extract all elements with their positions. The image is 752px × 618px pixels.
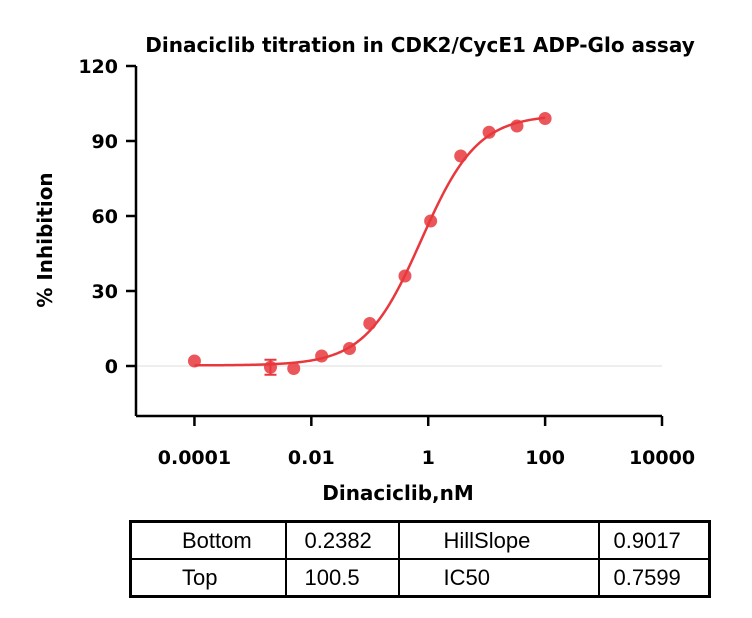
table-cell: Top xyxy=(129,558,287,598)
x-tick-label: 10000 xyxy=(629,447,695,469)
data-point xyxy=(363,317,377,330)
x-tick-label: 1 xyxy=(422,447,435,469)
x-axis-title: Dinaciclib,nM xyxy=(322,481,474,505)
y-tick-label: 30 xyxy=(92,281,118,303)
fit-parameters-table: Bottom 0.2382 HillSlope 0.9017 Top 100.5… xyxy=(129,520,711,598)
x-tick-label: 0.01 xyxy=(288,447,335,469)
table-cell: 0.9017 xyxy=(597,520,711,560)
data-point xyxy=(287,362,301,375)
table-cell: IC50 xyxy=(397,558,600,598)
data-point xyxy=(538,112,552,125)
table-cell: Bottom xyxy=(129,520,287,560)
data-point xyxy=(263,360,277,374)
y-tick-label: 0 xyxy=(105,356,118,378)
y-tick-label: 120 xyxy=(78,56,118,78)
table-row: Bottom 0.2382 HillSlope 0.9017 xyxy=(129,520,711,560)
data-point xyxy=(510,119,524,133)
table-cell: HillSlope xyxy=(397,520,600,560)
data-point xyxy=(482,125,496,139)
y-tick-label: 60 xyxy=(92,206,118,228)
data-point xyxy=(315,349,329,363)
data-points-layer xyxy=(187,112,552,376)
y-axis-title: % Inhibition xyxy=(33,172,57,307)
table-cell: 0.7599 xyxy=(597,558,711,598)
table-row: Top 100.5 IC50 0.7599 xyxy=(129,558,711,598)
data-point xyxy=(454,149,468,163)
y-tick-label: 90 xyxy=(92,131,118,153)
table-cell: 100.5 xyxy=(284,558,400,598)
data-point xyxy=(187,354,201,368)
axes: 0 30 60 90 120 0.0001 0.01 1 100 10000 xyxy=(78,56,695,469)
chart-title: Dinaciclib titration in CDK2/CycE1 ADP-G… xyxy=(145,33,695,57)
data-point xyxy=(343,342,357,355)
x-tick-label: 100 xyxy=(525,447,565,469)
data-point xyxy=(398,269,412,283)
table-cell: 0.2382 xyxy=(284,520,400,560)
dose-response-chart: Dinaciclib titration in CDK2/CycE1 ADP-G… xyxy=(33,33,695,505)
x-tick-label: 0.0001 xyxy=(158,447,231,469)
data-point xyxy=(424,214,438,228)
